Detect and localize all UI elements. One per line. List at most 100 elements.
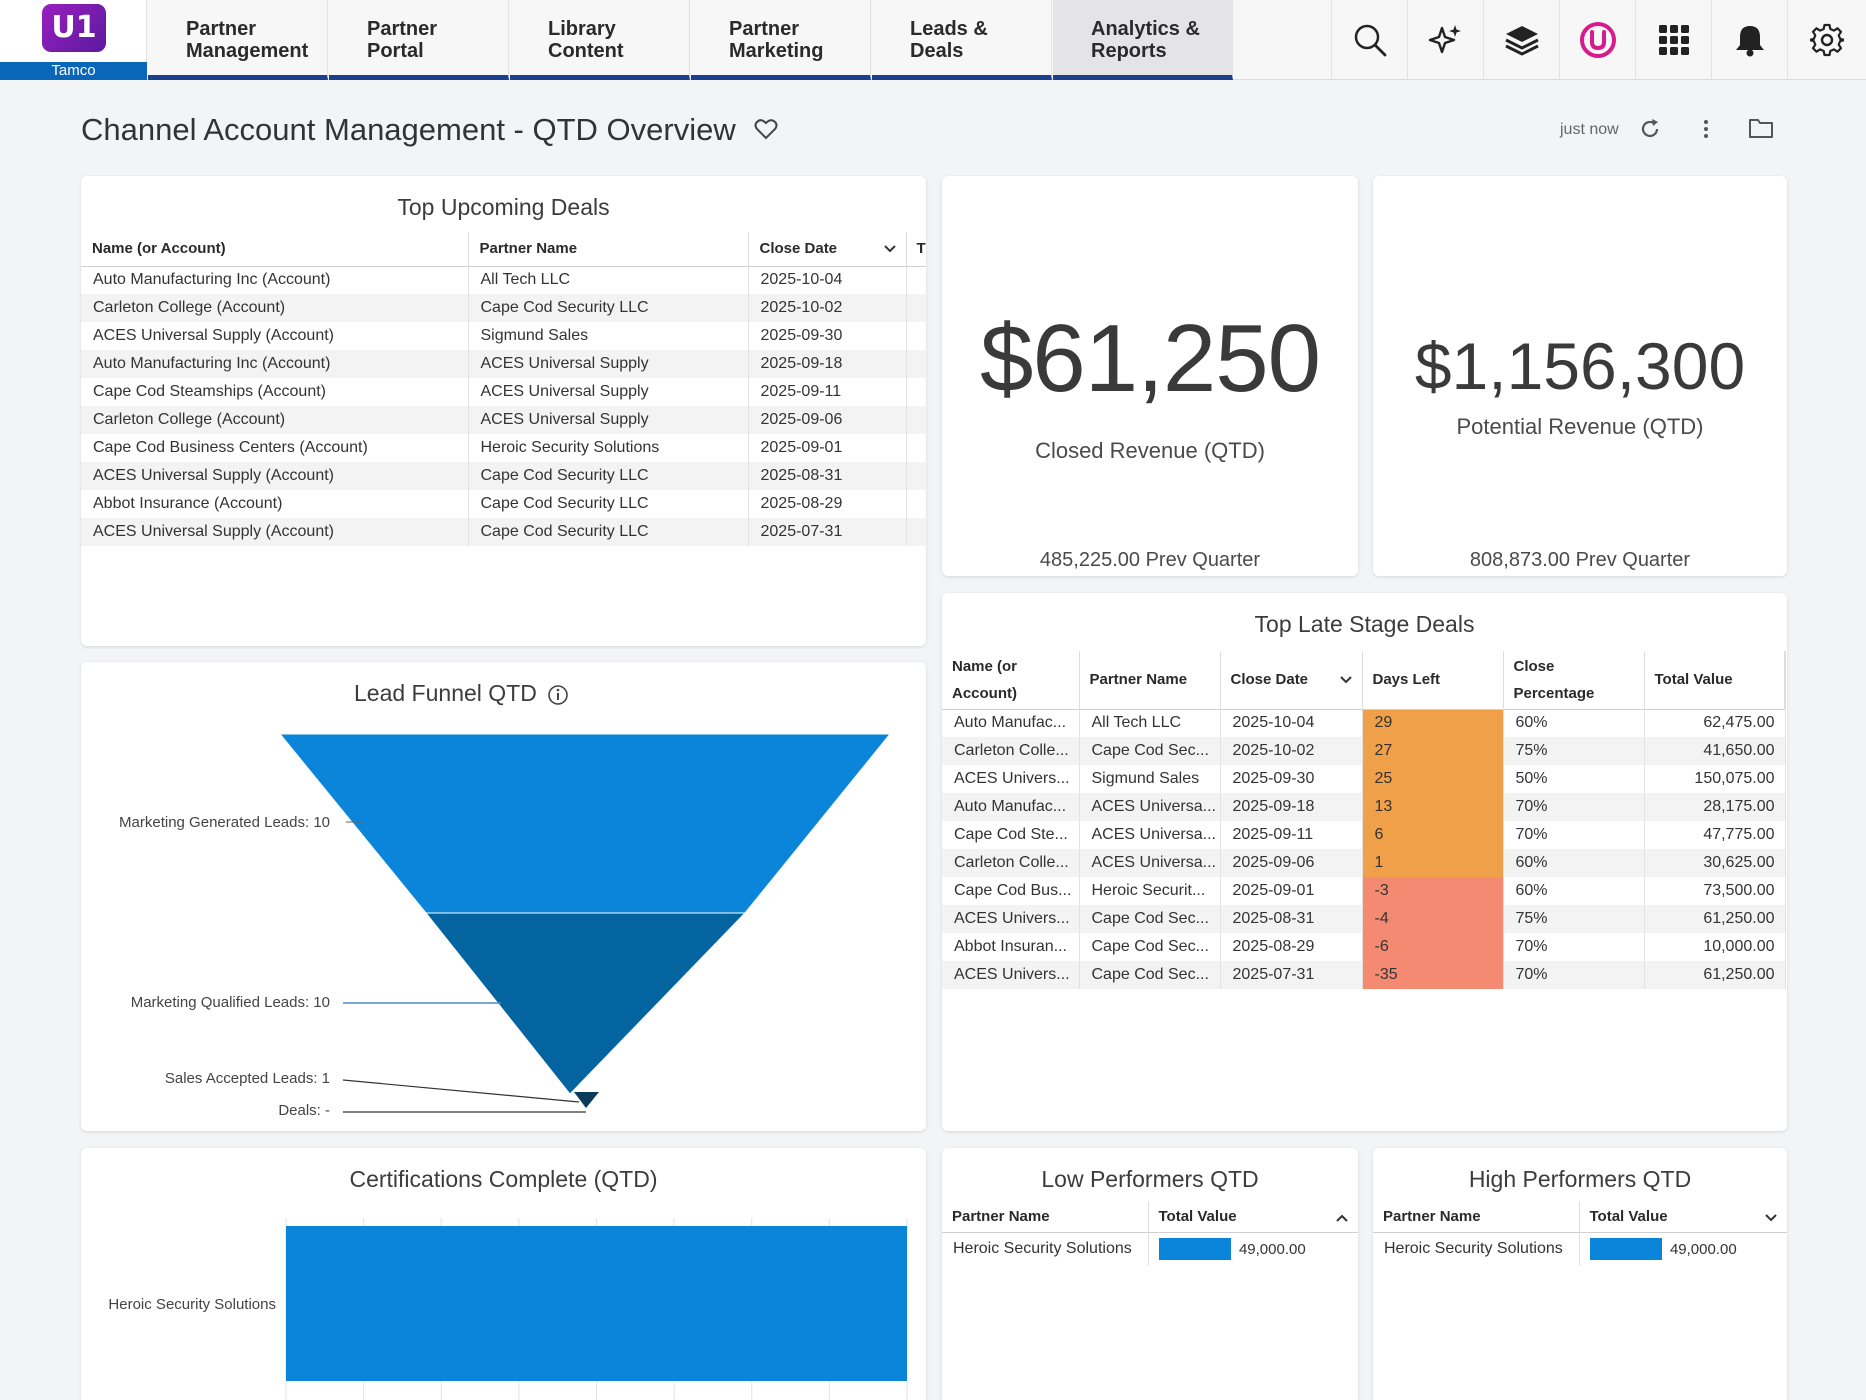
- bar[interactable]: [286, 1226, 907, 1381]
- table-row[interactable]: ACES Universal Supply (Account) Cape Cod …: [81, 462, 926, 490]
- column-header-sorted[interactable]: Total Value: [1579, 1202, 1787, 1232]
- table-row[interactable]: Cape Cod Steamships (Account) ACES Univer…: [81, 378, 926, 406]
- column-header-label: Close Date: [759, 240, 838, 258]
- account-name-cell: Carleton Colle...: [942, 737, 1080, 765]
- column-header-sorted[interactable]: Close Date: [748, 232, 907, 266]
- funnel-label: Marketing Generated Leads: 10: [119, 814, 330, 831]
- folder-button[interactable]: [1748, 117, 1774, 144]
- more-vertical-icon: [1704, 120, 1708, 138]
- account-name-cell: Carleton College (Account): [81, 294, 469, 322]
- funnel-stage-sales-accepted[interactable]: [574, 1092, 599, 1108]
- table-row[interactable]: Cape Cod Business Centers (Account) Heroi…: [81, 434, 926, 462]
- account-name-cell: Cape Cod Steamships (Account): [81, 378, 469, 406]
- days-left-cell: -3: [1362, 877, 1504, 905]
- partner-name-cell: Cape Cod Security LLC: [468, 490, 749, 518]
- funnel-stage-marketing-generated[interactable]: [278, 733, 892, 914]
- tab-partner-marketing[interactable]: Partner Marketing: [691, 0, 871, 80]
- table-row[interactable]: Abbot Insuran... Cape Cod Sec... 2025-08-2…: [942, 933, 1786, 961]
- partner-name-cell: Cape Cod Security LLC: [468, 294, 749, 322]
- favorite-button[interactable]: [754, 118, 778, 145]
- close-percentage-cell: 70%: [1503, 933, 1645, 961]
- folder-icon: [1749, 119, 1773, 138]
- refresh-button[interactable]: [1638, 117, 1662, 146]
- close-percentage-cell: 60%: [1503, 877, 1645, 905]
- tab-leads-deals[interactable]: Leads & Deals: [872, 0, 1052, 80]
- settings-button[interactable]: [1787, 0, 1866, 80]
- partner-name-cell: Cape Cod Security LLC: [468, 518, 749, 546]
- table-row[interactable]: ACES Univers... Cape Cod Sec... 2025-08-31…: [942, 905, 1786, 933]
- table-row[interactable]: ACES Univers... Cape Cod Sec... 2025-07-31…: [942, 961, 1786, 989]
- more-options-button[interactable]: [1694, 117, 1718, 146]
- close-date-cell: 2025-07-31: [1220, 961, 1363, 989]
- funnel-label: Marketing Qualified Leads: 10: [130, 994, 330, 1011]
- tab-library-content[interactable]: Library Content: [510, 0, 690, 80]
- column-header[interactable]: T: [916, 240, 926, 258]
- days-left-cell: -35: [1362, 961, 1504, 989]
- column-header[interactable]: Days Left: [1362, 651, 1504, 709]
- partner-name-cell: All Tech LLC: [468, 266, 749, 294]
- card-title: Lead Funnel QTD: [354, 680, 537, 706]
- column-header[interactable]: Partner Name: [1079, 651, 1221, 709]
- table-row[interactable]: Auto Manufacturing Inc (Account) All Tech…: [81, 266, 926, 294]
- potential-revenue-label: Potential Revenue (QTD): [1456, 414, 1704, 439]
- truncated-cell: [906, 350, 926, 378]
- column-header[interactable]: Close Percentage: [1503, 651, 1645, 709]
- tab-partner-management[interactable]: Partner Management: [148, 0, 328, 80]
- ai-assistant-button[interactable]: [1407, 0, 1483, 80]
- page-title: Channel Account Management - QTD Overvie…: [81, 112, 736, 147]
- close-date-cell: 2025-09-18: [748, 350, 907, 378]
- closed-revenue-prev: 485,225.00 Prev Quarter: [1039, 549, 1261, 571]
- column-header[interactable]: Name (or Account): [81, 232, 469, 266]
- column-header[interactable]: Partner Name: [1373, 1202, 1580, 1232]
- table-row[interactable]: Abbot Insurance (Account) Cape Cod Securi…: [81, 490, 926, 518]
- table-row[interactable]: Carleton Colle... Cape Cod Sec... 2025-10-…: [942, 737, 1786, 765]
- table-row[interactable]: Carleton College (Account) Cape Cod Secur…: [81, 294, 926, 322]
- close-percentage-cell: 75%: [1503, 905, 1645, 933]
- account-name-cell: Abbot Insuran...: [942, 933, 1080, 961]
- account-name-cell: ACES Univers...: [942, 905, 1080, 933]
- brand-button[interactable]: [1559, 0, 1635, 80]
- table-row[interactable]: Auto Manufacturing Inc (Account) ACES Uni…: [81, 350, 926, 378]
- card-title: High Performers QTD: [1468, 1166, 1692, 1192]
- app-logo[interactable]: U1 Tamco: [0, 0, 147, 80]
- search-button[interactable]: [1331, 0, 1407, 80]
- close-date-cell: 2025-09-30: [1220, 765, 1363, 793]
- column-header[interactable]: Partner Name: [468, 232, 749, 266]
- close-percentage-cell: 70%: [1503, 821, 1645, 849]
- column-header[interactable]: Name (or Account): [942, 651, 1080, 709]
- days-left-cell: 29: [1362, 709, 1504, 737]
- days-left-cell: 6: [1362, 821, 1504, 849]
- table-row[interactable]: ACES Universal Supply (Account) Cape Cod …: [81, 518, 926, 546]
- high-performers-card: High Performers QTD Partner Name Total V…: [1373, 1148, 1787, 1400]
- account-name-cell: Auto Manufacturing Inc (Account): [81, 266, 469, 294]
- table-row[interactable]: Heroic Security Solutions 49,000.00: [1373, 1232, 1787, 1266]
- tab-partner-portal[interactable]: Partner Portal: [329, 0, 509, 80]
- table-row[interactable]: Carleton Colle... ACES Universa... 2025-09…: [942, 849, 1786, 877]
- column-header[interactable]: Total Value: [1644, 651, 1786, 709]
- notifications-button[interactable]: [1711, 0, 1787, 80]
- table-row[interactable]: ACES Universal Supply (Account) Sigmund S…: [81, 322, 926, 350]
- apps-button[interactable]: [1635, 0, 1711, 80]
- info-icon[interactable]: [547, 684, 569, 706]
- partner-name-cell: ACES Universa...: [1079, 821, 1221, 849]
- close-date-cell: 2025-10-04: [748, 266, 907, 294]
- column-header[interactable]: Partner Name: [942, 1202, 1149, 1232]
- account-name-cell: Auto Manufacturing Inc (Account): [81, 350, 469, 378]
- table-row[interactable]: Auto Manufac... All Tech LLC 2025-10-04 29 6…: [942, 709, 1786, 737]
- table-row[interactable]: Auto Manufac... ACES Universa... 2025-09-1…: [942, 793, 1786, 821]
- truncated-cell: [906, 266, 926, 294]
- table-row[interactable]: Cape Cod Ste... ACES Universa... 2025-09-1…: [942, 821, 1786, 849]
- table-row[interactable]: Cape Cod Bus... Heroic Securit... 2025-09-…: [942, 877, 1786, 905]
- tab-analytics-reports[interactable]: Analytics & Reports: [1053, 0, 1233, 80]
- close-percentage-cell: 70%: [1503, 961, 1645, 989]
- partner-name-cell: Cape Cod Sec...: [1079, 905, 1221, 933]
- table-row[interactable]: ACES Univers... Sigmund Sales 2025-09-30 25…: [942, 765, 1786, 793]
- partner-name-cell: Heroic Security Solutions: [942, 1232, 1149, 1266]
- layers-button[interactable]: [1483, 0, 1559, 80]
- tab-label: Partner Marketing: [729, 18, 824, 62]
- table-row[interactable]: Heroic Security Solutions 49,000.00: [942, 1232, 1358, 1266]
- value-text: 49,000.00: [1669, 1240, 1737, 1258]
- column-header-sorted[interactable]: Close Date: [1220, 651, 1363, 709]
- column-header-sorted[interactable]: Total Value: [1148, 1202, 1358, 1232]
- table-row[interactable]: Carleton College (Account) ACES Universal…: [81, 406, 926, 434]
